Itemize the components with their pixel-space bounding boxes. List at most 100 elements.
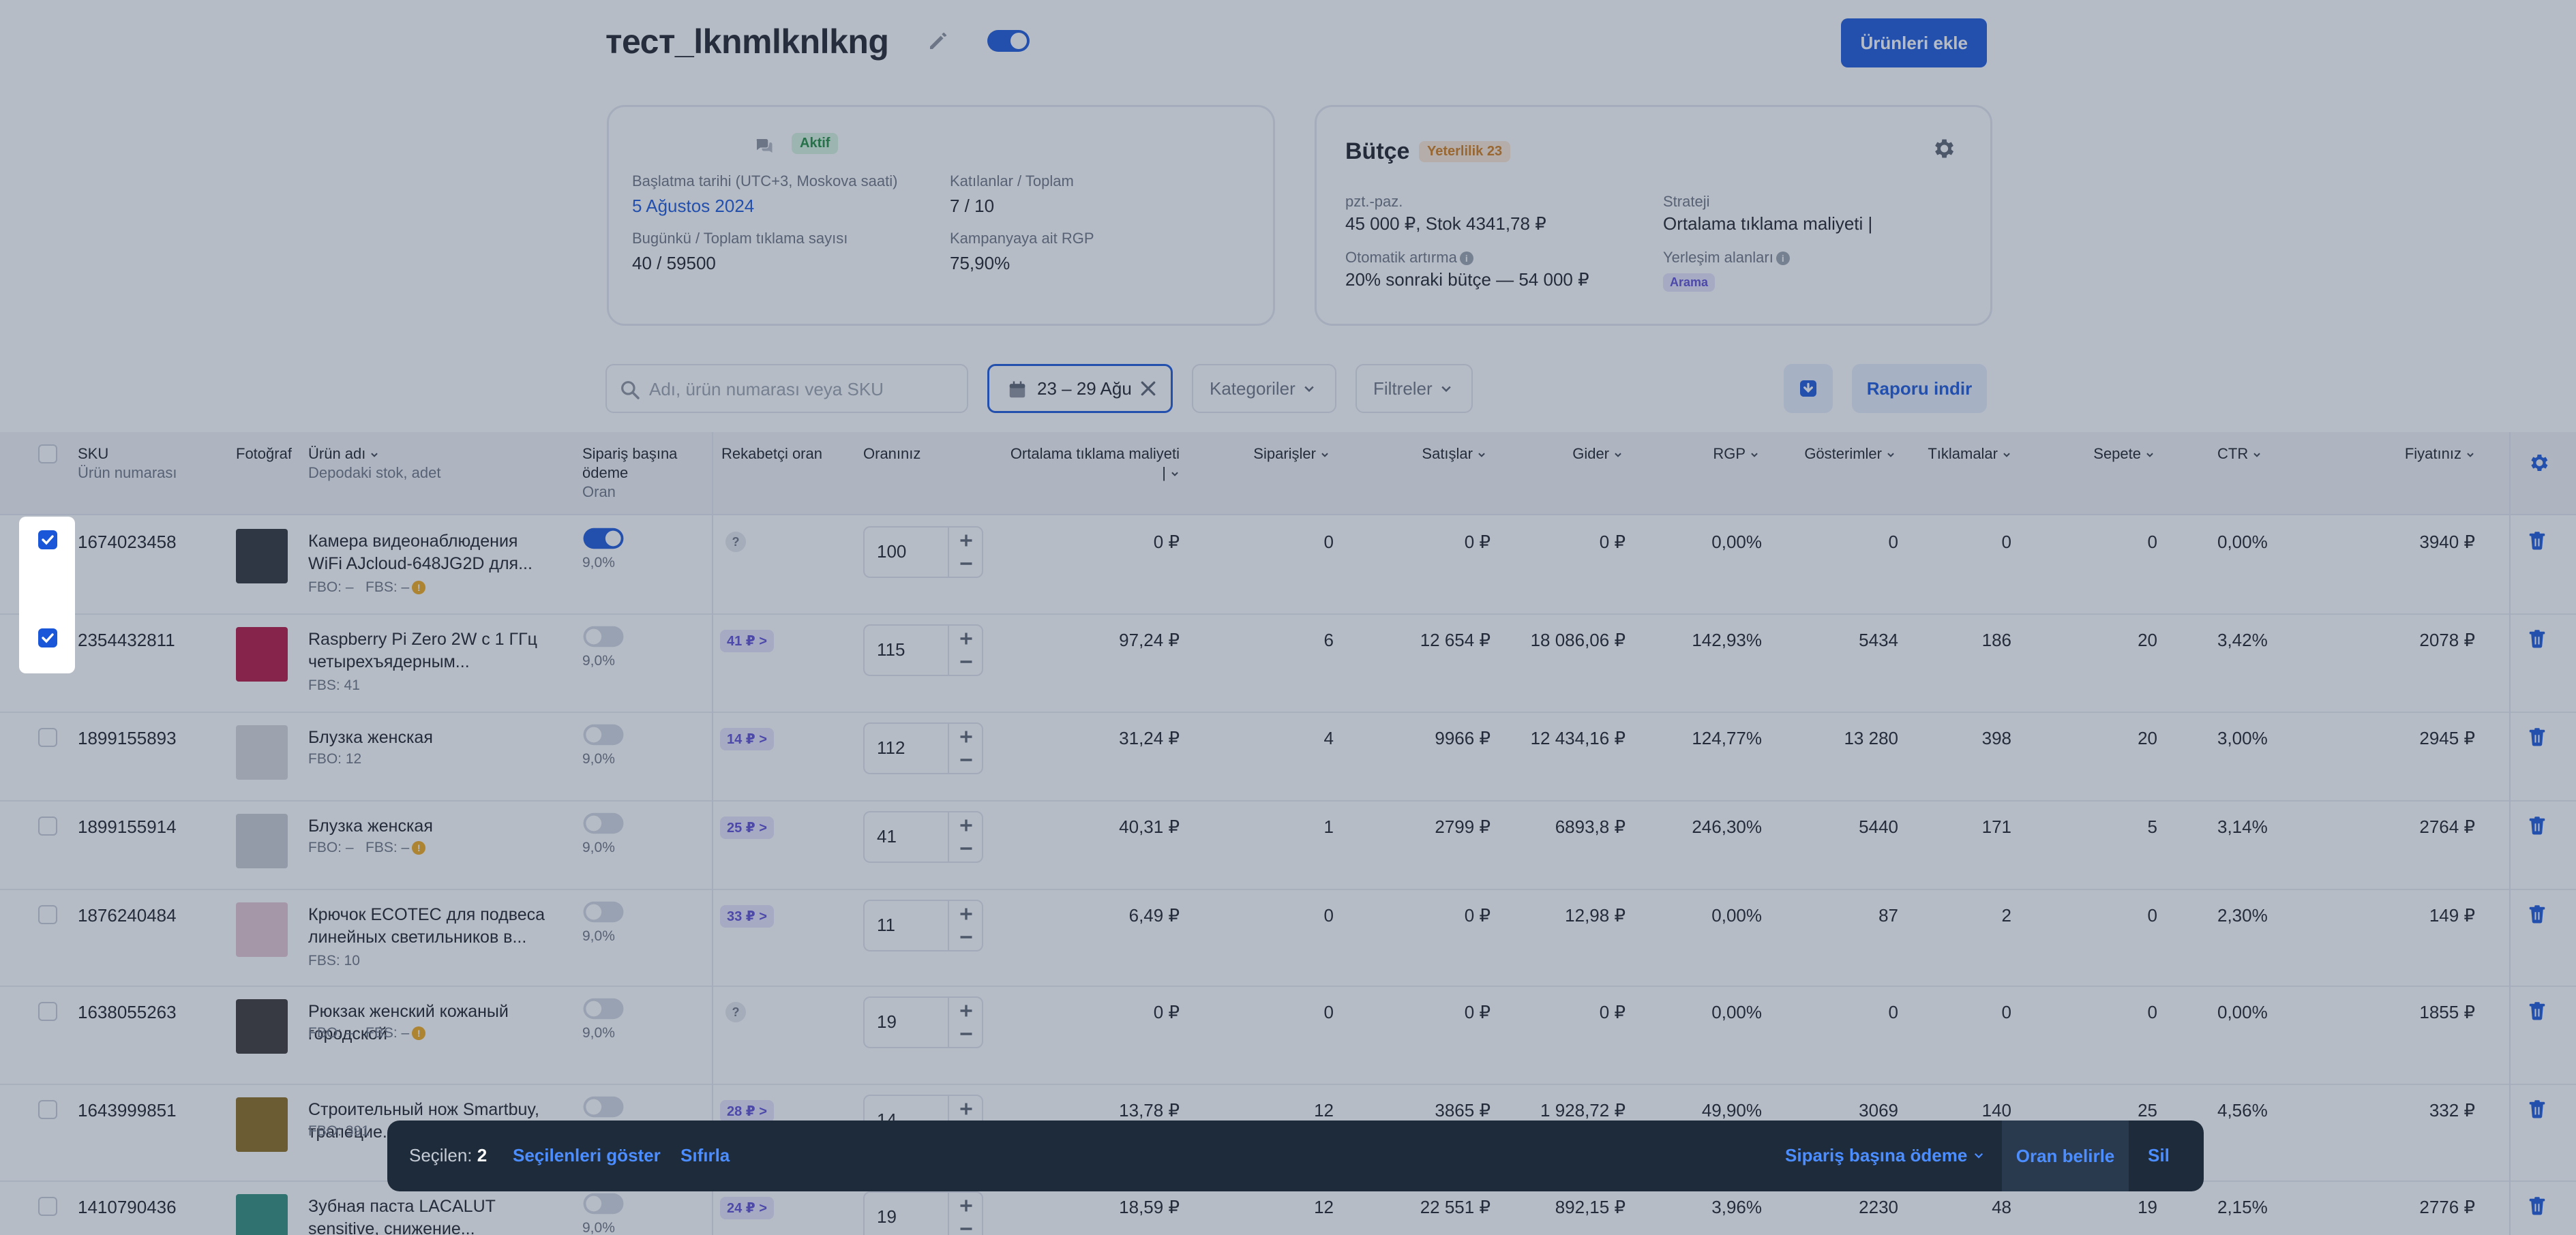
row-checkbox[interactable] — [38, 628, 57, 647]
plus-icon[interactable] — [955, 1194, 978, 1217]
product-photo[interactable] — [236, 999, 288, 1054]
help-icon[interactable]: ? — [725, 532, 746, 552]
product-name[interactable]: Блузка женская — [308, 817, 433, 836]
product-photo[interactable] — [236, 627, 288, 682]
rate-value[interactable]: 19 — [877, 1011, 897, 1032]
competitor-rate-badge[interactable]: 28 ₽ > — [720, 1100, 774, 1123]
col-rgp[interactable]: RGP — [1650, 444, 1759, 463]
plus-icon[interactable] — [955, 902, 978, 926]
minus-icon[interactable] — [955, 1217, 978, 1235]
col-avg-cpc[interactable]: Ortalama tıklama maliyeti | — [1010, 445, 1180, 481]
plus-icon[interactable] — [955, 725, 978, 748]
warning-icon[interactable]: ! — [412, 1026, 426, 1041]
trash-icon[interactable] — [2527, 727, 2547, 748]
column-settings-icon[interactable] — [2527, 451, 2550, 474]
rate-value[interactable]: 41 — [877, 826, 897, 847]
minus-icon[interactable] — [955, 837, 978, 860]
pencil-icon[interactable] — [926, 29, 950, 53]
product-name[interactable]: Рюкзак женский кожаный городской — [308, 1002, 509, 1043]
competitor-rate-badge[interactable]: 14 ₽ > — [720, 728, 774, 750]
product-name[interactable]: Камера видеонаблюдения WiFi AJcloud-648J… — [308, 532, 533, 573]
chat-icon[interactable] — [753, 136, 774, 156]
trash-icon[interactable] — [2527, 628, 2547, 650]
product-name[interactable]: Крючок ECOTEC для подвеса линейных свети… — [308, 905, 545, 947]
competitor-rate-badge[interactable]: 25 ₽ > — [720, 817, 774, 839]
row-checkbox[interactable] — [38, 817, 57, 836]
pay-per-order-toggle[interactable] — [583, 998, 624, 1020]
product-name[interactable]: Raspberry Pi Zero 2W с 1 ГГц четырехъяде… — [308, 630, 537, 671]
col-ctr[interactable]: CTR — [2217, 444, 2262, 463]
download-report-button[interactable]: Raporu indir — [1852, 364, 1987, 413]
col-name[interactable]: Ürün adı Depodaki stok, adet — [308, 445, 441, 481]
pay-per-order-toggle[interactable] — [583, 528, 624, 549]
search-input[interactable]: Adı, ürün numarası veya SKU — [605, 364, 968, 413]
gear-icon[interactable] — [1930, 136, 1956, 162]
warning-icon[interactable]: ! — [412, 581, 426, 595]
date-range-picker[interactable]: 23 – 29 Ağu — [987, 364, 1173, 413]
start-date-value[interactable]: 5 Ağustos 2024 — [632, 196, 755, 216]
show-selected-link[interactable]: Seçilenleri göster — [513, 1145, 661, 1165]
trash-icon[interactable] — [2527, 530, 2547, 552]
product-name[interactable]: Зубная паста LACALUT sensitive, снижение… — [308, 1197, 496, 1235]
col-expenses[interactable]: Gider — [1507, 444, 1623, 463]
reset-link[interactable]: Sıfırla — [680, 1145, 730, 1165]
rate-stepper[interactable]: 100 — [863, 526, 983, 578]
product-photo[interactable] — [236, 1097, 288, 1152]
product-photo[interactable] — [236, 814, 288, 868]
set-rate-button[interactable]: Oran belirle — [2002, 1120, 2129, 1191]
minus-icon[interactable] — [955, 748, 978, 772]
product-photo[interactable] — [236, 902, 288, 957]
row-checkbox[interactable] — [38, 728, 57, 747]
pay-per-order-toggle[interactable] — [583, 1096, 624, 1118]
pay-per-order-toggle[interactable] — [583, 1193, 624, 1215]
plus-icon[interactable] — [955, 999, 978, 1022]
row-checkbox[interactable] — [38, 530, 57, 549]
rate-stepper[interactable]: 115 — [863, 624, 983, 676]
col-sales[interactable]: Satışlar — [1371, 444, 1486, 463]
minus-icon[interactable] — [955, 552, 978, 575]
help-icon[interactable]: ? — [725, 1002, 746, 1022]
pay-per-order-toggle[interactable] — [583, 812, 624, 834]
rate-value[interactable]: 112 — [877, 737, 905, 758]
rate-stepper[interactable]: 19 — [863, 1191, 983, 1235]
add-products-button[interactable]: Ürünleri ekle — [1841, 18, 1987, 67]
col-clicks[interactable]: Tıklamalar — [1902, 444, 2011, 463]
select-all-checkbox[interactable] — [38, 444, 57, 463]
plus-icon[interactable] — [955, 529, 978, 552]
col-cart[interactable]: Sepete — [2046, 444, 2155, 463]
pay-per-order-toggle[interactable] — [583, 626, 624, 647]
plus-icon[interactable] — [955, 1097, 978, 1120]
competitor-rate-badge[interactable]: 41 ₽ > — [720, 630, 774, 652]
minus-icon[interactable] — [955, 650, 978, 673]
filters-dropdown[interactable]: Filtreler — [1356, 364, 1473, 413]
campaign-toggle[interactable] — [987, 30, 1030, 52]
competitor-rate-badge[interactable]: 24 ₽ > — [720, 1197, 774, 1219]
minus-icon[interactable] — [955, 926, 978, 949]
rate-value[interactable]: 11 — [877, 915, 895, 935]
rate-value[interactable]: 115 — [877, 639, 905, 660]
product-photo[interactable] — [236, 529, 288, 583]
pay-per-order-toggle[interactable] — [583, 901, 624, 923]
rate-value[interactable]: 19 — [877, 1206, 897, 1227]
col-price[interactable]: Fiyatınız — [2339, 444, 2475, 463]
trash-icon[interactable] — [2527, 815, 2547, 837]
product-photo[interactable] — [236, 1194, 288, 1235]
pay-per-order-toggle[interactable] — [583, 724, 624, 746]
plus-icon[interactable] — [955, 627, 978, 650]
trash-icon[interactable] — [2527, 1099, 2547, 1120]
product-name[interactable]: Строительный нож Smartbuy, трапецие... — [308, 1100, 539, 1142]
product-name[interactable]: Блузка женская — [308, 728, 433, 747]
pay-per-order-dropdown[interactable]: Sipariş başına ödeme — [1785, 1145, 1985, 1166]
warning-icon[interactable]: ! — [412, 841, 426, 855]
row-checkbox[interactable] — [38, 1197, 57, 1216]
rate-stepper[interactable]: 19 — [863, 996, 983, 1048]
info-icon[interactable]: i — [1459, 251, 1473, 266]
row-checkbox[interactable] — [38, 1100, 57, 1119]
row-checkbox[interactable] — [38, 905, 57, 924]
close-icon[interactable] — [1138, 378, 1158, 399]
row-checkbox[interactable] — [38, 1002, 57, 1021]
product-photo[interactable] — [236, 725, 288, 780]
rate-stepper[interactable]: 41 — [863, 811, 983, 863]
minus-icon[interactable] — [955, 1022, 978, 1046]
trash-icon[interactable] — [2527, 1195, 2547, 1217]
